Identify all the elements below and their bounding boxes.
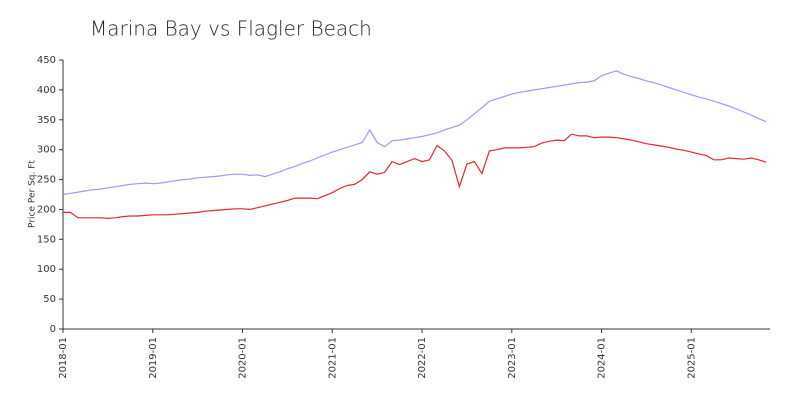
series-line	[63, 133, 767, 220]
y-tick-label: 50	[43, 294, 56, 305]
y-tick-label: 100	[37, 264, 56, 275]
y-tick-label: 400	[37, 85, 56, 96]
y-tick-label: 0	[50, 324, 56, 335]
chart-title: Marina Bay vs Flagler Beach	[90, 17, 372, 41]
series-line	[62, 70, 767, 196]
y-tick-label: 200	[37, 204, 56, 215]
y-tick-label: 350	[37, 115, 56, 126]
x-tick-label: 2025-01	[686, 337, 697, 379]
x-tick-label: 2024-01	[597, 337, 608, 379]
x-tick-label: 2020-01	[238, 337, 249, 379]
y-tick-label: 250	[37, 175, 56, 186]
y-tick-label: 450	[37, 55, 56, 66]
x-tick-label: 2023-01	[507, 337, 518, 379]
x-tick-label: 2021-01	[327, 337, 338, 379]
y-tick-label: 150	[37, 234, 56, 245]
x-tick-label: 2019-01	[148, 337, 159, 379]
x-tick-label: 2018-01	[58, 337, 69, 379]
y-tick-label: 300	[37, 145, 56, 156]
x-tick-label: 2022-01	[417, 337, 428, 379]
y-axis-label: Price Per Sq. Ft	[28, 160, 38, 228]
